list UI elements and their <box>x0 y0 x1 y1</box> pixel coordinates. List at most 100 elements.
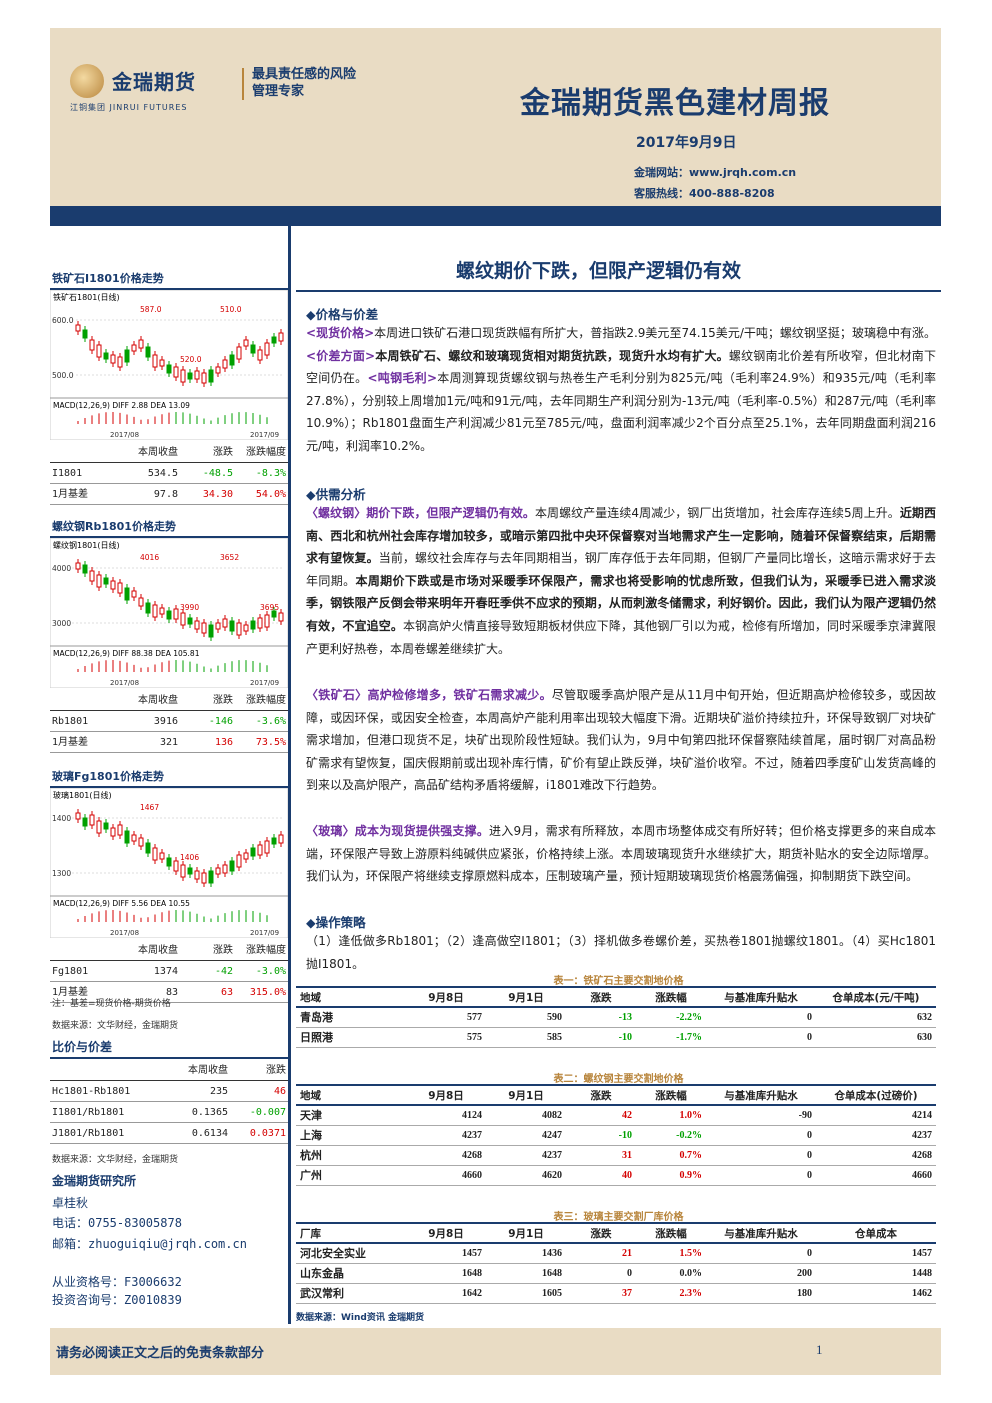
table-cell: 1436 <box>486 1243 566 1264</box>
table-row: 广州 4660 4620 40 0.9% 0 4660 <box>296 1165 936 1186</box>
spread-table: 本周收盘 涨跌 Hc1801-Rb1801 235 46 I1801/Rb1801 0.… <box>50 1060 288 1144</box>
iron-ore-paragraph: 〈铁矿石〉高炉检修增多，铁矿石需求减少。尽管取暖季高炉限产是从11月中旬开始，但… <box>306 684 936 797</box>
candle-body <box>243 339 249 347</box>
section-heading: ◆供需分析 <box>306 487 366 502</box>
column-header: 仓单成本 <box>816 1222 936 1244</box>
close-value: 3916 <box>153 716 178 727</box>
table-row: 河北安全实业 1457 1436 21 1.5% 0 1457 <box>296 1243 936 1264</box>
table-row: 青岛港 577 590 -13 -2.2% 0 632 <box>296 1007 936 1028</box>
candle-body <box>215 366 221 374</box>
column-header: 与基准库升贴水 <box>706 1084 816 1106</box>
candle-body <box>159 359 165 367</box>
price-paragraph: <现货价格>本周进口铁矿石港口现货跌幅有所扩大，普指跌2.9美元至74.15美元… <box>306 322 936 458</box>
candle-body <box>222 359 228 369</box>
candle-body <box>208 870 214 884</box>
column-header: 厂库 <box>296 1222 406 1244</box>
candle-body <box>236 346 242 360</box>
table-cell: 1448 <box>816 1263 936 1284</box>
table-cell: 1462 <box>816 1283 936 1304</box>
y-tick-label: 600.0 <box>52 316 74 325</box>
spread-section-title: 比价与价差 <box>50 1036 288 1059</box>
candle-body <box>278 612 284 622</box>
close-value: 0.1365 <box>191 1107 228 1118</box>
delivery-price-table: 地域 9月8日 9月1日 涨跌 涨跌幅 与基准库升贴水 仓单成本(元/干吨) 青岛港 577 59… <box>296 986 936 1048</box>
close-value: 0.6134 <box>191 1128 228 1139</box>
table-cell: 青岛港 <box>296 1007 406 1028</box>
table-row: 日照港 575 585 -10 -1.7% 0 630 <box>296 1027 936 1048</box>
change-value: 0.0371 <box>249 1128 286 1139</box>
source-note: 数据来源：文华财经，金瑞期货 <box>52 1021 179 1031</box>
close-value: 235 <box>209 1086 228 1097</box>
candle-body <box>96 344 102 358</box>
change-value: 63 <box>220 987 233 998</box>
column-header: 9月1日 <box>486 1222 566 1244</box>
candle-body <box>117 824 123 836</box>
candle-body <box>131 590 137 598</box>
tag-glass: 〈玻璃〉成本为现货提供强支撑。 <box>306 824 490 838</box>
candle-body <box>257 349 263 361</box>
table-cell: 4214 <box>816 1105 936 1126</box>
column-header: 地域 <box>296 1084 406 1106</box>
price-chart: 铁矿石1801(日线) 600.0 500.0 587.0 520.0 510.0 MACD… <box>50 290 288 440</box>
contract-name: 1月基差 <box>52 987 89 998</box>
candle-body <box>229 620 235 632</box>
price-annotation: 3990 <box>180 603 199 612</box>
logo-divider <box>242 68 244 100</box>
candle-body <box>124 349 130 363</box>
spread-name: Hc1801-Rb1801 <box>52 1086 131 1097</box>
company-logo: 金瑞期货 江铜集团 JINRUI FUTURES 最具责任感的风险管理专家 <box>70 64 356 112</box>
text-span: 本周螺纹产量连续4周减少，钢厂出货增加，社会库存连续5周上升。 <box>534 506 900 520</box>
table-header: 本周收盘 涨跌 涨跌幅度 <box>50 442 288 463</box>
header-pct: 涨跌幅度 <box>246 695 286 706</box>
macd-indicator: MACD(12,26,9) DIFF 2.88 DEA 13.09 <box>53 401 190 410</box>
page-number: 1 <box>816 1342 823 1357</box>
table-header: 地域 9月8日 9月1日 涨跌 涨跌幅 与基准库升贴水 仓单成本(元/干吨) <box>296 986 936 1008</box>
table-cell: -13 <box>566 1007 636 1028</box>
column-header: 9月8日 <box>406 986 486 1008</box>
table-cell: 632 <box>816 1007 936 1028</box>
candle-body <box>187 617 193 625</box>
chart-header-text: 玻璃1801(日线) <box>53 790 112 800</box>
candle-body <box>82 329 88 339</box>
close-value: 321 <box>159 737 178 748</box>
y-tick-label: 4000 <box>52 564 71 573</box>
price-chart: 玻璃1801(日线) 1400 1300 1467 1406 MACD(12,26,9) … <box>50 788 288 938</box>
delivery-price-table: 厂库 9月8日 9月1日 涨跌 涨跌幅 与基准库升贴水 仓单成本 河北安全实业 1457 1436… <box>296 1222 936 1304</box>
candle-body <box>89 339 95 351</box>
column-header: 涨跌 <box>566 1084 636 1106</box>
candle-body <box>96 820 102 834</box>
column-header: 9月1日 <box>486 986 566 1008</box>
candle-body <box>271 610 277 618</box>
column-header: 涨跌幅 <box>636 986 706 1008</box>
header-band <box>50 206 941 226</box>
table-row: 天津 4124 4082 42 1.0% -90 4214 <box>296 1105 936 1126</box>
table-cell: 0 <box>566 1263 636 1284</box>
table-cell: 日照港 <box>296 1027 406 1048</box>
table-title: 表一：铁矿石主要交割地价格 <box>553 976 684 987</box>
analyst-email[interactable]: 邮箱：zhuoguiqiu@jrqh.com.cn <box>52 1237 247 1251</box>
change-value: -42 <box>214 966 233 977</box>
table-cell: 590 <box>486 1007 566 1028</box>
header-pct: 涨跌幅度 <box>246 945 286 956</box>
strategy-paragraph: （1）逢低做多Rb1801；（2）逢高做空I1801；（3）择机做多卷螺价差，买… <box>306 934 936 971</box>
column-header: 涨跌幅 <box>636 1084 706 1106</box>
candle-body <box>75 324 81 332</box>
candle-body <box>138 597 144 607</box>
website-link[interactable]: 金瑞网站：www.jrqh.com.cn <box>634 166 797 179</box>
report-page: 金瑞期货 江铜集团 JINRUI FUTURES 最具责任感的风险管理专家 金瑞… <box>50 28 941 1375</box>
price-annotation: 4016 <box>140 553 159 562</box>
candle-body <box>250 847 256 857</box>
qualification-number: 从业资格号：F3006632 <box>52 1275 182 1289</box>
macd-indicator: MACD(12,26,9) DIFF 88.38 DEA 105.81 <box>53 649 200 658</box>
source-note: 数据来源：文华财经，金瑞期货 <box>52 1155 179 1165</box>
macd-indicator: MACD(12,26,9) DIFF 5.56 DEA 10.55 <box>53 899 190 908</box>
candle-body <box>278 834 284 844</box>
candle-body <box>131 344 137 352</box>
tag-spot-price: <现货价格> <box>306 326 375 340</box>
candle-body <box>138 339 144 349</box>
candle-body <box>194 870 200 880</box>
text-span: 本周进口铁矿石港口现货跌幅有所扩大，普指跌2.9美元至74.15美元/干吨；螺纹… <box>374 326 936 340</box>
candle-body <box>131 834 137 842</box>
table-cell: 上海 <box>296 1125 406 1146</box>
table-cell: 1457 <box>406 1243 486 1264</box>
